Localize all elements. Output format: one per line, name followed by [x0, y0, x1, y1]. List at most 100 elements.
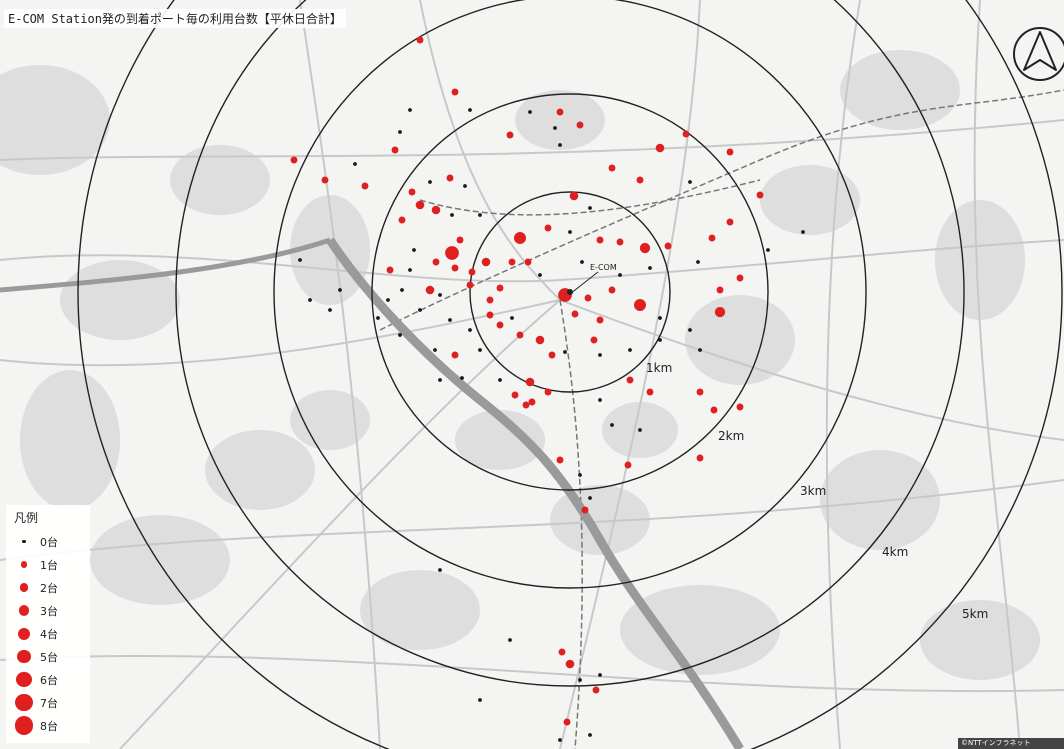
port-marker: [568, 230, 572, 234]
terrain-patch: [20, 370, 120, 510]
port-marker: [558, 738, 562, 742]
port-marker: [576, 121, 584, 129]
port-marker: [638, 428, 642, 432]
port-marker: [596, 236, 604, 244]
port-marker: [588, 733, 592, 737]
port-marker: [290, 156, 298, 164]
legend-item: 0台: [12, 530, 84, 553]
port-marker: [400, 288, 404, 292]
road: [825, 0, 861, 749]
port-marker: [298, 258, 302, 262]
port-marker: [596, 316, 604, 324]
legend-marker: [14, 716, 34, 735]
port-marker: [408, 108, 412, 112]
distance-ring-3: [273, 0, 867, 589]
port-marker: [438, 378, 442, 382]
port-marker: [628, 348, 632, 352]
legend-label: 3台: [40, 604, 58, 618]
terrain-patch: [920, 600, 1040, 680]
port-marker: [438, 293, 442, 297]
port-marker: [558, 143, 562, 147]
port-marker: [626, 376, 634, 384]
station-label: E-COM: [590, 263, 617, 272]
legend-dot-cell: [12, 539, 36, 544]
port-marker: [481, 257, 491, 267]
port-marker: [696, 260, 700, 264]
port-marker: [398, 216, 406, 224]
port-marker: [696, 454, 704, 462]
port-marker: [578, 678, 582, 682]
legend-dot-cell: [12, 561, 36, 568]
legend-label: 1台: [40, 558, 58, 572]
port-marker: [588, 496, 592, 500]
terrain-patch: [935, 200, 1025, 320]
distance-ring-4: [175, 0, 965, 687]
legend-marker: [19, 583, 29, 592]
port-marker: [463, 184, 467, 188]
terrain-patch: [760, 165, 860, 235]
legend-item: 2台: [12, 576, 84, 599]
legend-dot-cell: [12, 627, 36, 640]
port-marker: [353, 162, 357, 166]
port-marker: [438, 568, 442, 572]
road: [559, 0, 701, 749]
port-marker: [528, 110, 532, 114]
terrain-patch: [205, 430, 315, 510]
port-marker: [408, 268, 412, 272]
road: [0, 654, 1064, 693]
legend-marker: [16, 671, 32, 688]
port-marker: [466, 281, 474, 289]
port-marker: [592, 686, 600, 694]
terrain-patch: [515, 90, 605, 150]
port-marker: [506, 131, 514, 139]
port-marker: [581, 506, 589, 514]
legend-label: 8台: [40, 719, 58, 733]
terrain-patch: [290, 195, 370, 305]
port-marker: [445, 246, 459, 260]
distance-ring-2: [371, 93, 769, 491]
port-marker: [478, 213, 482, 217]
road: [0, 239, 1064, 283]
port-marker: [451, 351, 459, 359]
road: [0, 479, 1064, 561]
port-marker: [468, 108, 472, 112]
legend-dot-cell: [12, 583, 36, 592]
port-marker: [569, 191, 579, 201]
port-marker: [648, 266, 652, 270]
port-marker: [558, 648, 566, 656]
terrain-patch: [820, 450, 940, 550]
copyright-notice: ©NTTインフラネット: [958, 738, 1064, 749]
port-marker: [698, 348, 702, 352]
port-marker: [736, 403, 744, 411]
legend-label: 6台: [40, 673, 58, 687]
port-marker: [486, 311, 494, 319]
port-marker: [428, 180, 432, 184]
legend-label: 7台: [40, 696, 58, 710]
port-marker: [415, 200, 425, 210]
north-arrow-icon: [1013, 27, 1064, 81]
distance-ring-label: 2km: [718, 429, 744, 443]
port-marker: [553, 126, 557, 130]
port-marker: [328, 308, 332, 312]
port-marker: [432, 258, 440, 266]
legend-item: 4台: [12, 622, 84, 645]
port-marker: [460, 376, 464, 380]
port-marker: [696, 388, 704, 396]
road: [299, 0, 381, 749]
port-marker: [496, 321, 504, 329]
legend-marker: [20, 561, 28, 568]
port-marker: [433, 348, 437, 352]
railway: [419, 179, 761, 216]
port-marker: [508, 638, 512, 642]
port-marker: [563, 350, 567, 354]
legend-title: 凡例: [14, 511, 39, 525]
port-marker: [688, 180, 692, 184]
legend-marker: [18, 605, 30, 616]
port-marker: [548, 351, 556, 359]
port-marker: [544, 224, 552, 232]
port-marker: [510, 316, 514, 320]
port-marker: [716, 286, 724, 294]
port-marker: [598, 673, 602, 677]
port-marker: [386, 298, 390, 302]
